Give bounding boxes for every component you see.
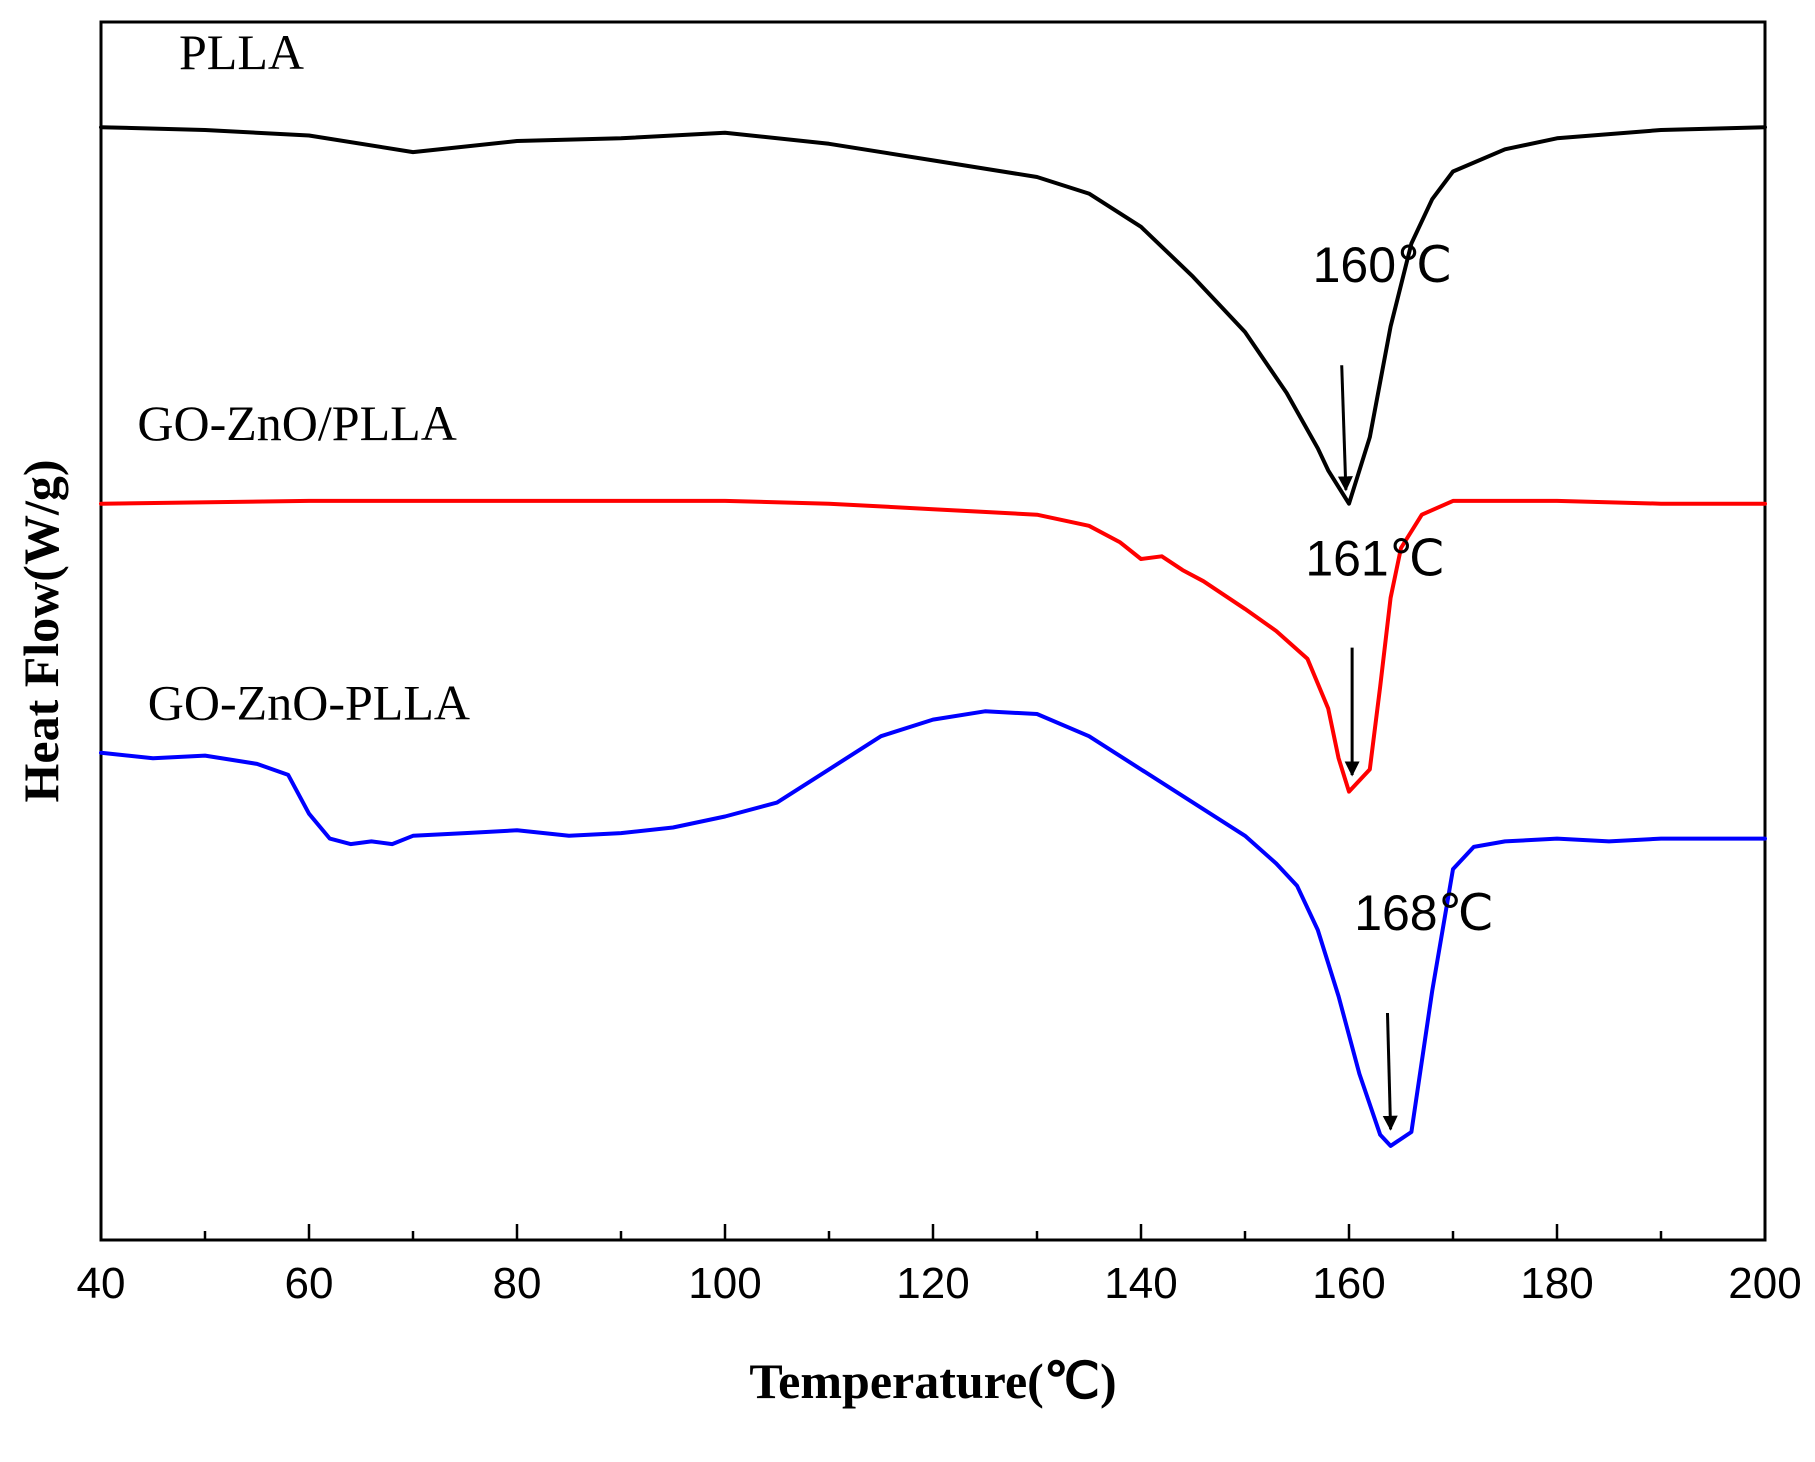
peak-arrow-168 <box>1382 1012 1398 1131</box>
x-tick-label-140: 140 <box>1104 1259 1177 1308</box>
series-line-go-zno-plla <box>99 709 1767 1148</box>
x-tick-label-80: 80 <box>493 1259 542 1308</box>
x-tick-label-180: 180 <box>1520 1259 1593 1308</box>
peak-arrow-160 <box>1337 365 1353 492</box>
plot-frame <box>99 20 1767 1242</box>
y-axis-title: Heat Flow(W/g) <box>13 460 69 803</box>
x-tick-label-120: 120 <box>896 1259 969 1308</box>
series-line-plla <box>99 125 1767 506</box>
peak-label-168: 168℃ <box>1354 885 1494 941</box>
series-label-go-zno-plla: GO-ZnO/PLLA <box>137 395 456 451</box>
peak-label-161: 161℃ <box>1305 531 1445 587</box>
x-tick-label-60: 60 <box>285 1259 334 1308</box>
series-line-go-zno-plla <box>99 498 1767 794</box>
x-tick-label-100: 100 <box>688 1259 761 1308</box>
series-layer <box>99 125 1767 1148</box>
series-label-plla: PLLA <box>179 24 304 80</box>
x-axis: 40 60 80 100 120 140 160 180 200 <box>77 1224 1802 1308</box>
series-label-go-zno-plla: GO-ZnO-PLLA <box>148 675 470 731</box>
x-tick-label-40: 40 <box>77 1259 126 1308</box>
peak-label-160: 160℃ <box>1313 237 1453 293</box>
x-tick-label-160: 160 <box>1312 1259 1385 1308</box>
x-tick-label-200: 200 <box>1728 1259 1801 1308</box>
x-axis-title: Temperature(℃) <box>749 1353 1116 1409</box>
annotation-layer: PLLA GO-ZnO/PLLA GO-ZnO-PLLA 160℃ 161℃ 168℃ <box>137 24 1494 1131</box>
